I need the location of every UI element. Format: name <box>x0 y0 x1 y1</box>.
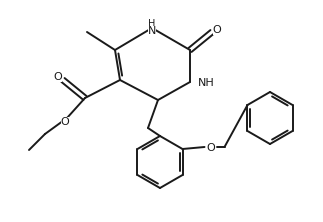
Text: NH: NH <box>198 78 215 88</box>
Text: O: O <box>206 143 215 153</box>
Text: N: N <box>148 26 156 36</box>
Text: O: O <box>61 117 69 127</box>
Text: O: O <box>213 25 221 35</box>
Text: H: H <box>148 19 156 29</box>
Text: O: O <box>54 72 62 82</box>
